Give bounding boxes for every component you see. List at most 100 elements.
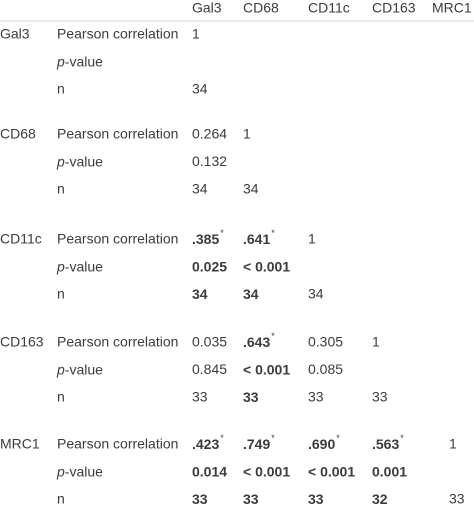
stat-label-italic: p <box>56 53 65 69</box>
cell: < 0.001 <box>243 463 290 479</box>
stat-label-text: -value <box>65 53 103 69</box>
cell: .423* <box>192 433 224 451</box>
cell: 0.025 <box>192 258 227 274</box>
cell-value: .643 <box>243 334 270 350</box>
cell: 33 <box>308 491 324 507</box>
column-header: CD11c <box>308 0 350 16</box>
cell: .643* <box>243 331 275 349</box>
cell: 0.035 <box>192 334 227 350</box>
cell-value: < 0.001 <box>243 463 290 479</box>
stat-label-text: -value <box>65 463 103 479</box>
cell: 1 <box>308 231 316 247</box>
cell-value: 34 <box>192 286 208 302</box>
stat-label-text: -value <box>65 258 103 274</box>
significance-mark: * <box>271 433 275 443</box>
cell: 33 <box>308 389 324 405</box>
cell: 34 <box>243 286 259 302</box>
cell: 1 <box>372 334 380 350</box>
cell-value: 34 <box>243 286 259 302</box>
significance-mark: * <box>271 331 275 341</box>
cell: 34 <box>192 81 208 97</box>
cell: 0.132 <box>192 153 227 169</box>
row-group-label: Gal3 <box>0 26 30 42</box>
row-group-label: CD68 <box>0 126 36 142</box>
row-group-label: MRC1 <box>0 436 40 452</box>
cell-value: .385 <box>192 231 219 247</box>
cell: 0.845 <box>192 361 227 377</box>
cell: .749* <box>243 433 275 451</box>
cell-value: .690 <box>308 436 335 452</box>
stat-label-italic: p <box>56 463 65 479</box>
cell: 0.264 <box>192 126 227 142</box>
cell-value: < 0.001 <box>308 463 355 479</box>
stat-label-italic: p <box>56 258 65 274</box>
cell-value: 33 <box>308 491 324 507</box>
cell: 1 <box>243 126 251 142</box>
stat-label: p-value <box>56 53 103 69</box>
cell: .563* <box>372 433 404 451</box>
stat-label: Pearson correlation <box>57 26 178 42</box>
cell: < 0.001 <box>243 361 290 377</box>
cell-value: .423 <box>192 436 219 452</box>
stat-label: p-value <box>56 361 103 377</box>
cell-value: .749 <box>243 436 270 452</box>
cell-value: 0.001 <box>372 463 407 479</box>
cell: 0.085 <box>308 361 343 377</box>
cell: 34 <box>243 181 259 197</box>
stat-label: p-value <box>56 463 103 479</box>
cell: 0.014 <box>192 463 227 479</box>
cell: .641* <box>243 228 275 246</box>
cell: 33 <box>243 389 259 405</box>
cell: 1 <box>449 436 457 452</box>
stat-label: Pearson correlation <box>57 231 178 247</box>
stat-label: n <box>57 81 65 97</box>
cell-value: 32 <box>372 491 388 507</box>
cell-value: .563 <box>372 436 399 452</box>
stat-label: n <box>57 491 65 507</box>
cell: 34 <box>308 286 324 302</box>
stat-label-text: -value <box>65 361 103 377</box>
stat-label: Pearson correlation <box>57 436 178 452</box>
cell-value: < 0.001 <box>243 258 290 274</box>
column-header: CD68 <box>243 0 279 16</box>
stat-label-text: -value <box>65 153 103 169</box>
cell-value: .641 <box>243 231 270 247</box>
column-header: MRC1 <box>432 0 472 16</box>
cell-value: 33 <box>192 491 208 507</box>
cell: .690* <box>308 433 340 451</box>
significance-mark: * <box>220 433 224 443</box>
stat-label: n <box>57 389 65 405</box>
significance-mark: * <box>220 228 224 238</box>
significance-mark: * <box>271 228 275 238</box>
row-group-label: CD11c <box>0 231 42 247</box>
cell-value: 33 <box>243 491 259 507</box>
cell: .385* <box>192 228 224 246</box>
stat-label-italic: p <box>56 361 65 377</box>
cell: 33 <box>449 491 465 507</box>
cell-value: < 0.001 <box>243 361 290 377</box>
cell: 32 <box>372 491 388 507</box>
stat-label: Pearson correlation <box>57 334 178 350</box>
stat-label: p-value <box>56 153 103 169</box>
significance-mark: * <box>336 433 340 443</box>
column-header: Gal3 <box>192 0 222 16</box>
column-header: CD163 <box>372 0 416 16</box>
cell: 34 <box>192 181 208 197</box>
stat-label-italic: p <box>56 153 65 169</box>
cell-value: 33 <box>243 389 259 405</box>
row-group-label: CD163 <box>0 334 44 350</box>
cell: < 0.001 <box>308 463 355 479</box>
cell: 1 <box>192 26 200 42</box>
stat-label: n <box>57 286 65 302</box>
cell: 33 <box>192 389 208 405</box>
cell-value: 0.025 <box>192 258 227 274</box>
cell: < 0.001 <box>243 258 290 274</box>
cell-value: 0.014 <box>192 463 227 479</box>
cell: 0.305 <box>308 334 343 350</box>
cell: 33 <box>192 491 208 507</box>
stat-label: n <box>57 181 65 197</box>
cell: 34 <box>192 286 208 302</box>
stat-label: Pearson correlation <box>57 126 178 142</box>
